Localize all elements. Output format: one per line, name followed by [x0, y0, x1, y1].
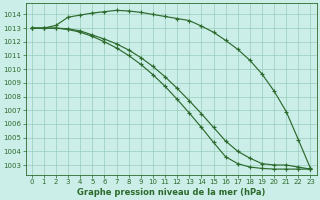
X-axis label: Graphe pression niveau de la mer (hPa): Graphe pression niveau de la mer (hPa): [77, 188, 265, 197]
